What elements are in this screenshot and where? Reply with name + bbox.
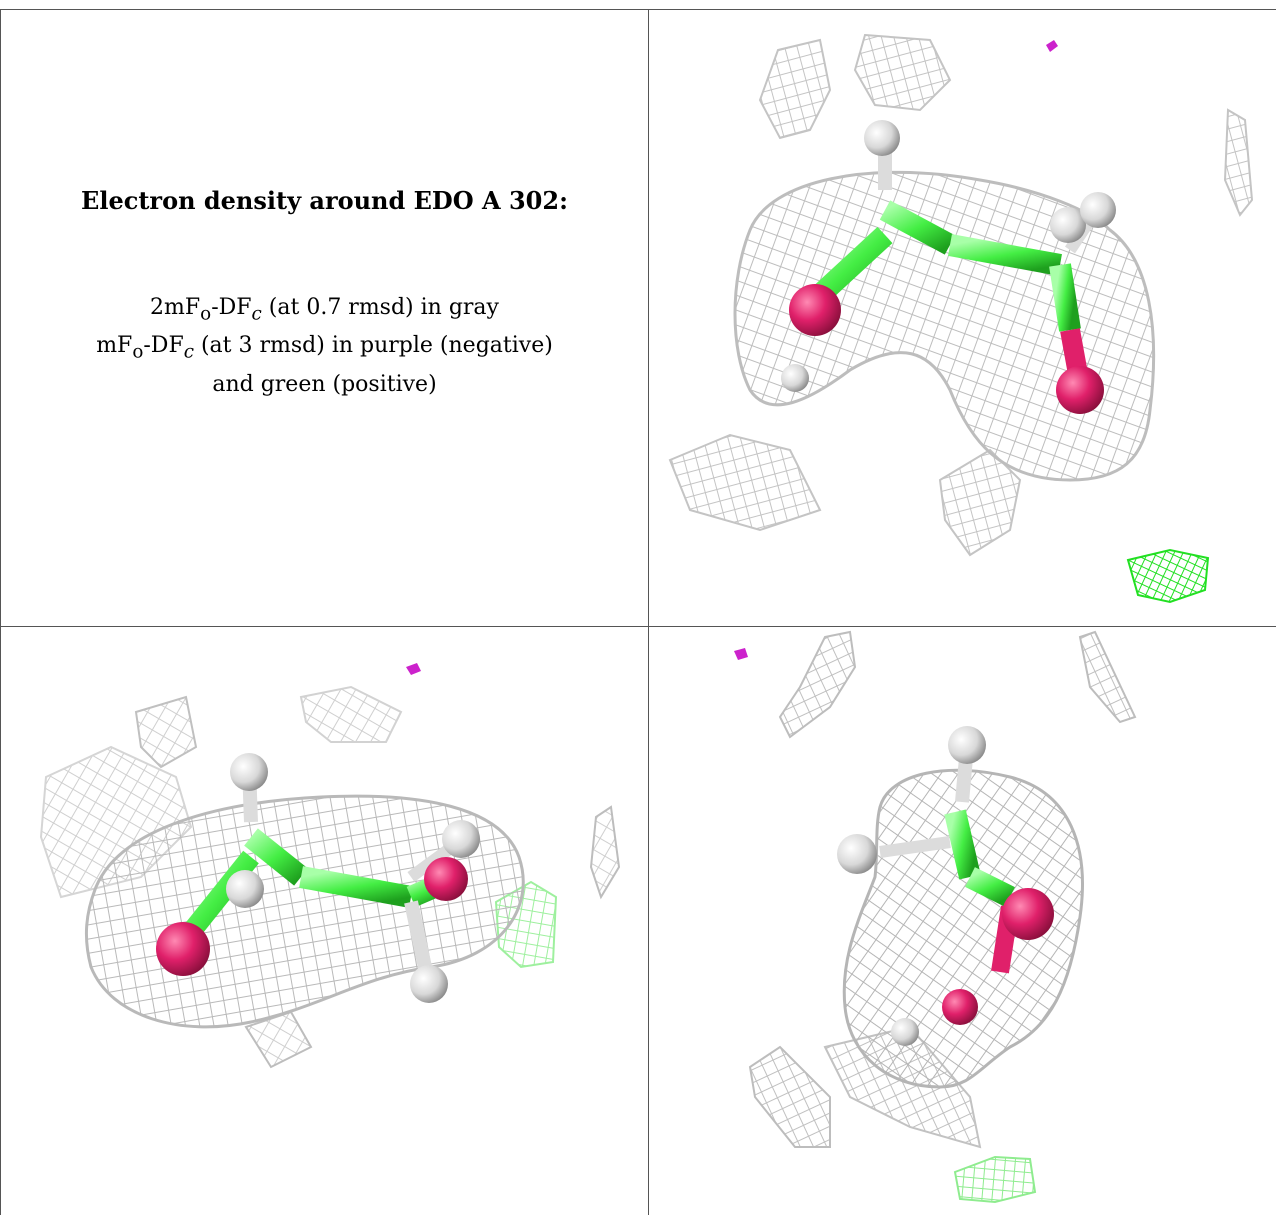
mesh-fragment: [299, 685, 403, 743]
bond: [965, 867, 1015, 907]
bond: [183, 850, 259, 939]
hydrogen-atom: [837, 834, 877, 874]
view-panel-top-right: [650, 10, 1274, 624]
bond: [404, 900, 433, 974]
bond: [812, 226, 893, 304]
mesh-fragment: [1223, 108, 1254, 217]
hydrogen-atom: [410, 965, 448, 1003]
mesh-fragment: [668, 433, 822, 532]
left-border: [0, 9, 1, 1215]
bond: [879, 200, 956, 255]
bond: [944, 809, 981, 880]
figure-title: Electron density around EDO A 302:: [81, 186, 568, 215]
density-envelope: [733, 170, 1156, 482]
figure-description: 2mFo-DFc (at 0.7 rmsd) in gray mFo-DFc (…: [1, 292, 648, 401]
mesh-fragment: [758, 38, 832, 140]
hydrogen-atom: [442, 820, 480, 858]
horizontal-divider: [0, 626, 1276, 627]
hydrogen-atom: [230, 753, 268, 791]
oxygen-atom: [424, 857, 468, 901]
vertical-divider: [648, 9, 649, 1215]
view-panel-bottom-right: [650, 627, 1274, 1215]
hydrogen-atom: [948, 726, 986, 764]
oxygen-atom: [1002, 888, 1054, 940]
hydrogen-atom: [891, 1018, 919, 1046]
molecule-view-2: [39, 663, 621, 1069]
mesh-fragment: [1078, 630, 1137, 724]
oxygen-atom: [1056, 366, 1104, 414]
mesh-fragment: [134, 695, 198, 769]
bond: [1049, 263, 1081, 332]
mesh-fragment: [748, 1045, 831, 1148]
caption-cell: Electron density around EDO A 302: 2mFo-…: [1, 10, 648, 626]
positive-density-mesh: [1126, 548, 1210, 604]
top-border: [0, 9, 1276, 10]
bond: [879, 836, 951, 858]
hydrogen-atom: [1080, 192, 1116, 228]
oxygen-atom: [789, 284, 841, 336]
mesh-fragment: [589, 805, 621, 900]
oxygen-atom: [942, 989, 978, 1025]
negative-density-blob: [406, 663, 421, 675]
oxygen-atom: [156, 922, 210, 976]
bond: [299, 866, 413, 908]
bond: [244, 828, 308, 886]
legend-positive-line: and green (positive): [212, 371, 437, 397]
negative-density-blob: [1046, 40, 1058, 52]
hydrogen-atom: [1050, 207, 1086, 243]
bond: [948, 234, 1062, 276]
molecule-view-3: [734, 630, 1137, 1204]
mesh-fragment: [778, 630, 857, 739]
legend-fofc-line: mFo-DFc (at 3 rmsd) in purple (negative): [96, 333, 553, 363]
molecule-view-1: [668, 33, 1254, 604]
positive-density-mesh: [953, 1155, 1037, 1204]
legend-2fofc-line: 2mFo-DFc (at 0.7 rmsd) in gray: [150, 295, 499, 325]
view-panel-bottom-left: [1, 627, 648, 1215]
hydrogen-atom: [781, 364, 809, 392]
mesh-fragment: [853, 33, 952, 112]
hydrogen-atom: [864, 120, 900, 156]
negative-density-blob: [734, 648, 748, 660]
hydrogen-atom: [226, 870, 264, 908]
